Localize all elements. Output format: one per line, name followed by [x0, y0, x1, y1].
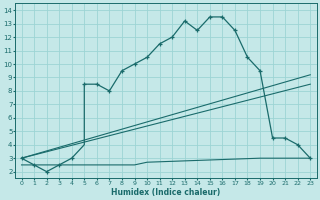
X-axis label: Humidex (Indice chaleur): Humidex (Indice chaleur): [111, 188, 220, 197]
